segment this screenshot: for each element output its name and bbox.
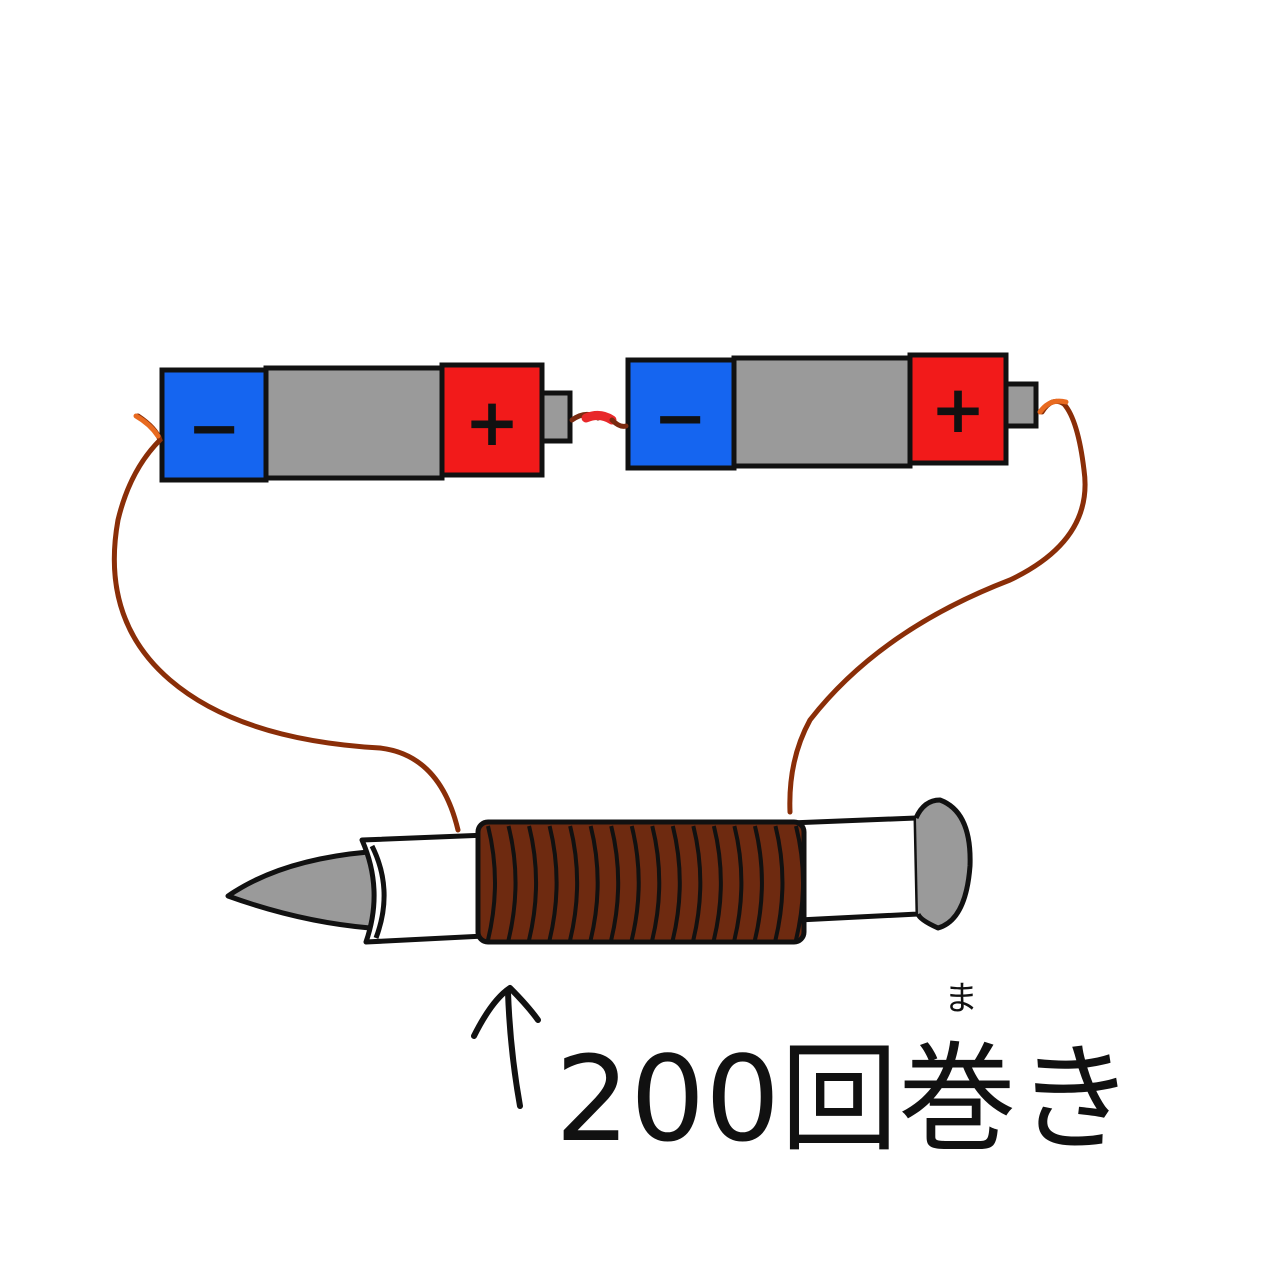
coil-turn	[588, 825, 600, 941]
nail-shaft-inner-edge	[369, 844, 387, 939]
battery-right-body	[731, 355, 913, 469]
battery-right-minus-terminal-block	[625, 357, 737, 471]
coil-icon	[475, 819, 807, 945]
battery-right-plus-sign: +	[930, 371, 985, 448]
coil-turn	[650, 825, 662, 941]
battery-right-minus-sign: −	[653, 382, 707, 456]
battery-right-cap	[1003, 381, 1039, 429]
battery-left-plus-sign: +	[464, 384, 519, 461]
coil-turns-label: 200回巻き	[555, 1030, 1135, 1168]
coil-turn	[547, 825, 559, 941]
battery-right: − +	[625, 352, 1039, 471]
coil-turn	[527, 825, 539, 941]
coil-turn	[773, 825, 785, 941]
coil-turn	[506, 825, 518, 941]
wire-end-right	[1037, 398, 1069, 415]
coil-turn	[732, 825, 744, 941]
up-arrow-icon	[471, 985, 541, 1109]
coil-turn	[691, 825, 703, 941]
coil-body	[475, 819, 807, 945]
coil-turn	[568, 825, 580, 941]
coil-turn	[670, 825, 682, 941]
battery-link-wire	[569, 410, 629, 429]
battery-left-minus-sign: −	[187, 392, 241, 466]
nail-tip	[225, 849, 380, 931]
nail-head	[913, 797, 973, 931]
wire-end-left	[133, 413, 161, 439]
coil-turn	[486, 825, 497, 941]
battery-left-plus-terminal-block	[439, 362, 545, 478]
wire-left	[111, 413, 461, 833]
battery-left-cap	[539, 390, 573, 444]
coil-turn	[629, 825, 641, 941]
battery-left-body	[263, 365, 445, 481]
battery-left-minus-terminal-block	[159, 367, 269, 483]
coil-label-furigana: ま	[944, 979, 978, 1019]
coil-turn	[711, 825, 723, 941]
coil-turn	[609, 825, 621, 941]
coil-turn	[794, 825, 805, 941]
coil-turns	[486, 825, 805, 941]
battery-left: − +	[159, 362, 573, 483]
coil-turn	[752, 825, 764, 941]
